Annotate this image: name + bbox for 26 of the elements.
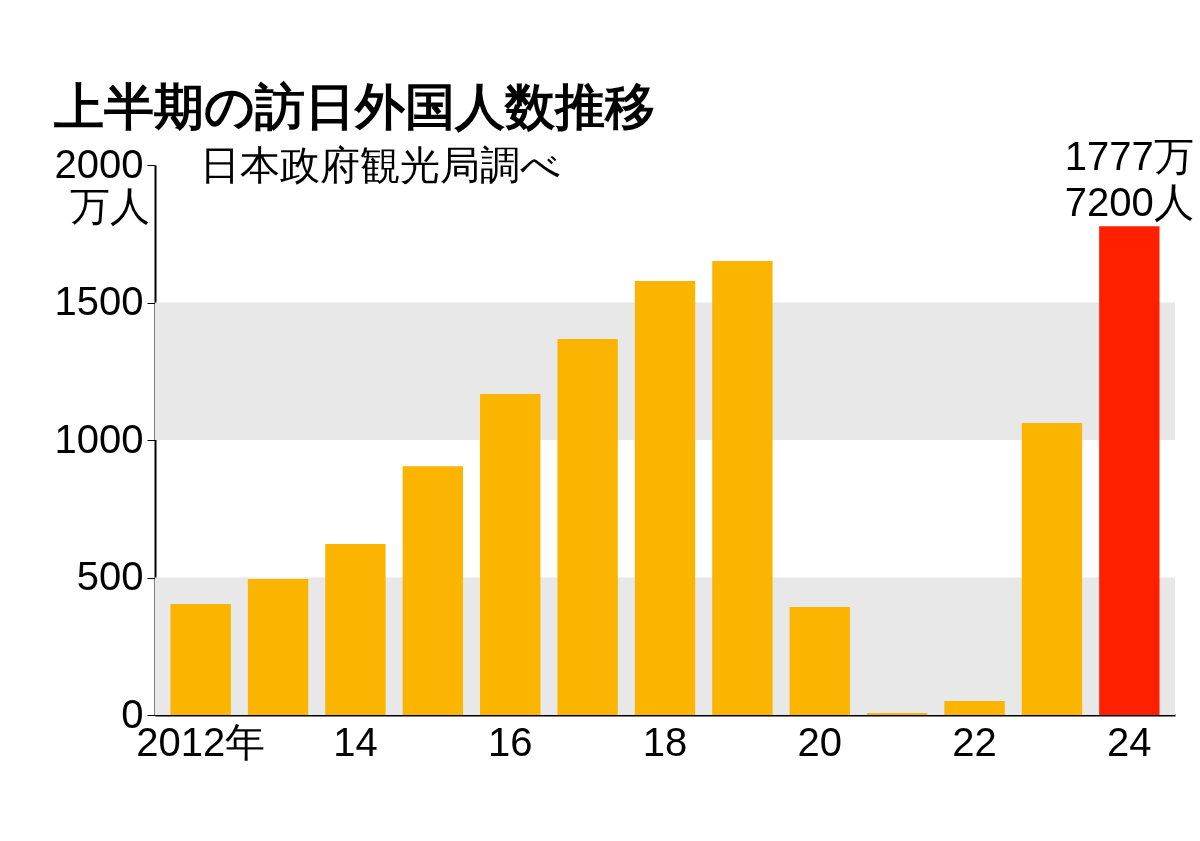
bar — [170, 603, 231, 715]
chart-subtitle: 日本政府観光局調べ — [200, 143, 561, 187]
y-tick-label: 1500 — [54, 279, 144, 323]
x-tick-label: 14 — [333, 719, 378, 764]
bar — [557, 339, 618, 715]
y-tick-label: 1000 — [54, 416, 144, 461]
bar — [402, 466, 464, 715]
y-tick-label: 2000 — [54, 141, 144, 186]
bar — [247, 578, 309, 715]
x-tick-label: 18 — [642, 719, 688, 764]
bar — [634, 281, 696, 715]
bar — [325, 543, 386, 715]
bar — [1021, 422, 1083, 715]
x-tick-label: 20 — [797, 719, 843, 764]
chart-title: 上半期の訪日外国人数推移 — [53, 79, 656, 136]
bar — [480, 394, 541, 715]
x-tick-label: 22 — [952, 719, 997, 764]
bar — [1099, 226, 1160, 715]
bar — [944, 700, 1005, 715]
bar — [789, 606, 850, 715]
annotation: 1777万 7200人 — [1064, 134, 1194, 225]
x-tick-label: 16 — [487, 719, 533, 764]
y-tick-label: 500 — [76, 554, 144, 598]
y-axis-title: 万人 — [69, 183, 150, 228]
x-tick-label: 24 — [1107, 719, 1152, 764]
bar — [712, 260, 773, 715]
